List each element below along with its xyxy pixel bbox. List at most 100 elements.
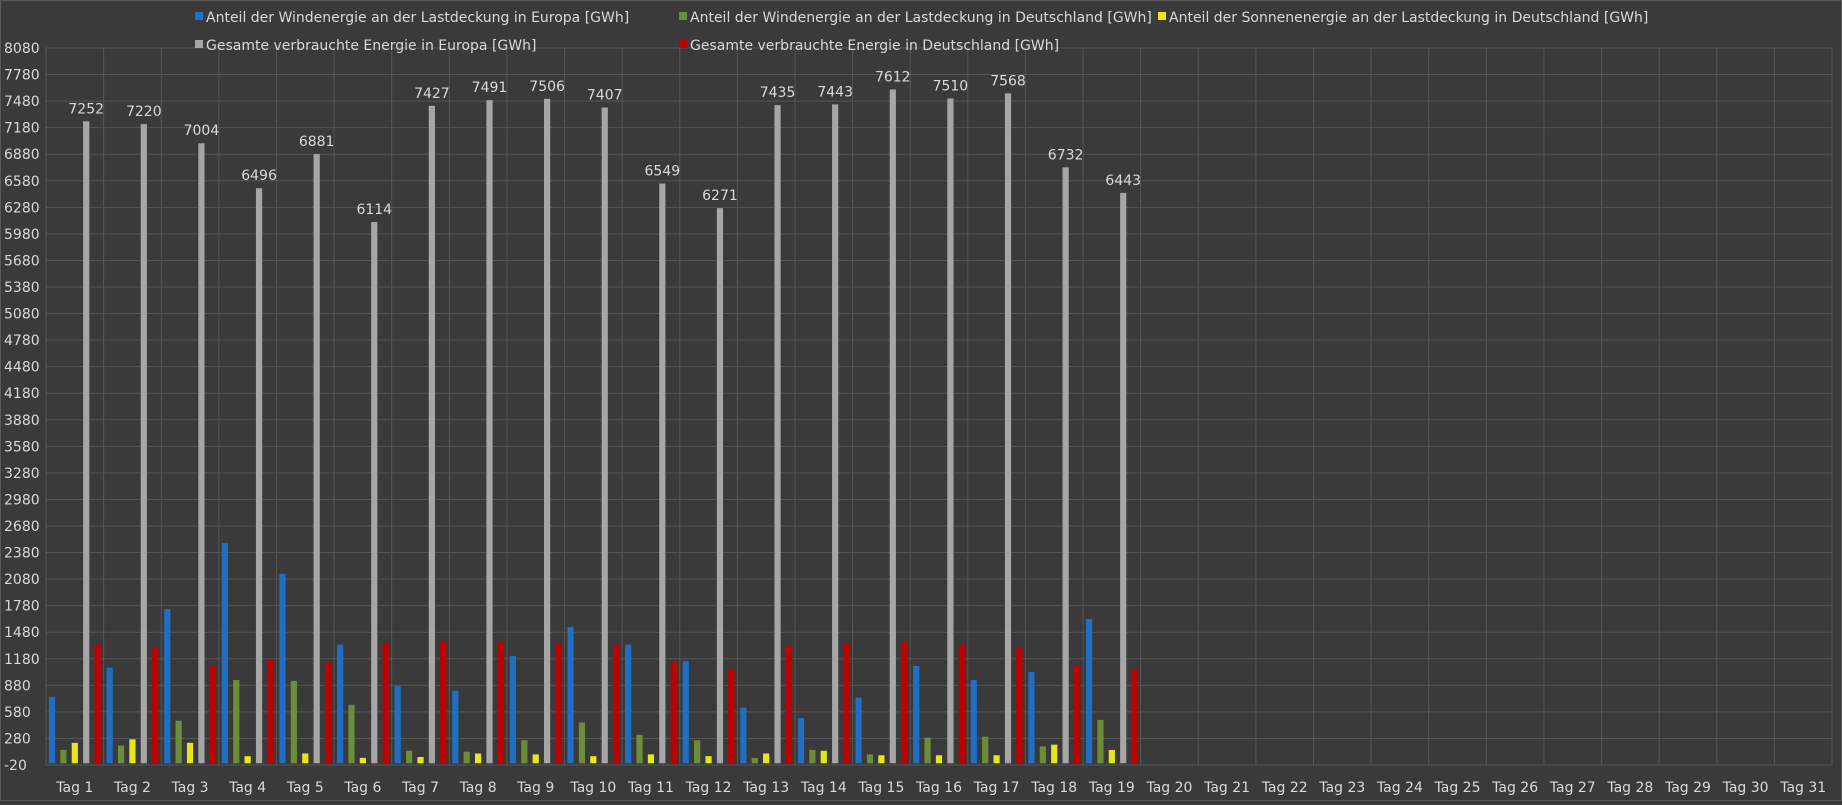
bar: [129, 739, 136, 764]
bar: [313, 154, 320, 764]
bar: [348, 704, 355, 764]
bar: [935, 755, 943, 764]
bar: [83, 121, 90, 764]
y-tick-label: 5680: [4, 253, 40, 269]
data-label: 7004: [184, 123, 220, 139]
legend-swatch: [1158, 12, 1166, 20]
bar: [440, 641, 447, 764]
y-tick-label: 7180: [4, 121, 40, 137]
x-tick-label: Tag 25: [1434, 780, 1481, 796]
x-tick-label: Tag 19: [1088, 780, 1135, 796]
data-label: 6443: [1105, 173, 1141, 189]
x-tick-label: Tag 29: [1664, 780, 1711, 796]
bar: [590, 756, 597, 764]
y-tick-label: 3580: [4, 439, 40, 455]
bar: [48, 696, 56, 764]
bar: [71, 742, 78, 764]
x-tick-label: Tag 9: [516, 780, 554, 796]
bar: [901, 641, 908, 764]
x-tick-label: Tag 7: [401, 780, 439, 796]
bar: [428, 105, 435, 764]
x-tick-label: Tag 1: [55, 780, 93, 796]
y-tick-label: 2380: [4, 546, 40, 562]
y-tick-label: 4480: [4, 360, 40, 376]
y-tick-label: 1180: [4, 652, 40, 668]
bar: [255, 188, 263, 764]
bar: [1028, 672, 1035, 764]
bar: [290, 680, 297, 764]
bar: [463, 751, 470, 764]
x-tick-label: Tag 17: [973, 780, 1020, 796]
data-label: 6114: [356, 202, 392, 218]
bar: [221, 542, 228, 764]
y-tick-label: 8080: [4, 41, 40, 57]
bar: [578, 722, 586, 764]
bar: [567, 626, 574, 764]
bar: [855, 697, 862, 764]
data-label: 6496: [241, 168, 277, 184]
bar: [1051, 744, 1058, 764]
data-label: 7220: [126, 104, 162, 120]
bar: [647, 754, 655, 764]
bar: [164, 609, 171, 764]
legend-swatch: [679, 12, 687, 20]
bar: [1085, 618, 1093, 764]
bar: [209, 665, 216, 764]
data-label: 7612: [875, 69, 911, 85]
data-label: 7568: [990, 73, 1026, 89]
y-tick-label: 2680: [4, 519, 40, 535]
x-tick-label: Tag 11: [627, 780, 674, 796]
x-tick-label: Tag 12: [685, 780, 732, 796]
x-tick-label: Tag 5: [286, 780, 324, 796]
y-tick-label: 5080: [4, 307, 40, 323]
x-tick-label: Tag 2: [113, 780, 151, 796]
y-tick-label: 3280: [4, 466, 40, 482]
x-tick-label: Tag 16: [915, 780, 962, 796]
bar: [636, 734, 643, 764]
y-tick-label: 7780: [4, 68, 40, 84]
bar: [682, 661, 689, 764]
x-tick-label: Tag 27: [1549, 780, 1596, 796]
legend-label: Gesamte verbrauchte Energie in Europa [G…: [206, 38, 536, 54]
bar: [1120, 192, 1127, 764]
x-tick-label: Tag 23: [1318, 780, 1365, 796]
bar: [913, 665, 920, 764]
bar: [820, 750, 827, 764]
bar: [889, 89, 896, 764]
bar: [947, 98, 954, 764]
y-tick-label: 4180: [4, 386, 40, 402]
bar: [601, 107, 608, 764]
data-label: 7435: [760, 85, 796, 101]
bar: [970, 680, 977, 764]
bar: [60, 749, 67, 764]
bar: [728, 669, 735, 764]
data-label: 6549: [645, 164, 681, 180]
bar: [394, 686, 401, 764]
bar: [324, 662, 332, 764]
bar: [694, 740, 701, 764]
bar: [785, 645, 793, 764]
bar: [497, 641, 504, 764]
bar: [244, 756, 251, 764]
bar: [625, 644, 632, 764]
bar: [532, 754, 539, 764]
x-tick-label: Tag 10: [569, 780, 616, 796]
bar: [866, 754, 874, 764]
bar: [186, 742, 194, 764]
y-tick-label: 5980: [4, 227, 40, 243]
bar: [117, 745, 125, 764]
bar: [659, 183, 666, 764]
bar: [106, 667, 113, 764]
x-tick-label: Tag 26: [1491, 780, 1538, 796]
legend-swatch: [195, 40, 203, 48]
bar: [509, 656, 517, 764]
bar: [924, 737, 931, 764]
bar: [982, 736, 989, 764]
y-tick-label: 2980: [4, 492, 40, 508]
x-tick-label: Tag 30: [1722, 780, 1769, 796]
x-tick-label: Tag 6: [343, 780, 381, 796]
x-tick-label: Tag 18: [1030, 780, 1077, 796]
bar: [94, 644, 101, 764]
x-tick-label: Tag 4: [228, 780, 266, 796]
bar: [198, 143, 205, 764]
